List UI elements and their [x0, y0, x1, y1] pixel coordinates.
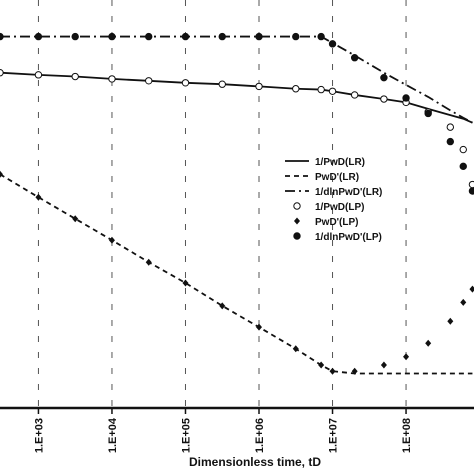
- data-point: [72, 215, 79, 223]
- data-point: [71, 32, 79, 41]
- legend-label: 1/PwD(LR): [315, 157, 365, 168]
- data-point: [380, 73, 388, 82]
- data-point: [468, 180, 474, 189]
- data-point: [145, 32, 153, 41]
- data-point: [108, 32, 116, 41]
- data-point: [255, 82, 263, 91]
- series-line: [0, 173, 473, 375]
- legend-symbol: [294, 217, 300, 225]
- data-point: [108, 236, 115, 244]
- data-point: [351, 367, 358, 375]
- data-point: [292, 85, 300, 93]
- legend-symbol: [293, 202, 301, 210]
- legend-label: PwD'(LR): [315, 172, 359, 183]
- x-tick-label: 1.E+04: [107, 417, 119, 453]
- data-point: [380, 361, 387, 369]
- data-point: [350, 91, 359, 99]
- x-tick-label: 1.E+06: [254, 418, 266, 453]
- data-point: [329, 367, 336, 375]
- data-point: [218, 32, 226, 41]
- x-tick-label: 1.E+05: [180, 418, 192, 453]
- series-line: [0, 71, 473, 124]
- legend-label: 1/dlnPwD'(LR): [315, 187, 382, 198]
- data-point: [218, 80, 226, 88]
- data-point: [145, 258, 152, 266]
- data-point: [181, 32, 190, 41]
- data-point: [425, 339, 432, 347]
- data-point: [108, 75, 116, 83]
- data-point: [403, 353, 410, 361]
- data-point: [34, 71, 43, 79]
- data-point: [318, 361, 325, 369]
- data-point: [317, 85, 325, 94]
- data-point: [459, 145, 467, 154]
- data-point: [181, 79, 190, 87]
- data-point: [317, 32, 325, 41]
- data-point: [292, 32, 300, 41]
- data-point: [328, 40, 337, 48]
- data-point: [255, 32, 263, 41]
- data-point: [380, 95, 388, 103]
- legend-label: 1/dlnPwD'(LP): [315, 232, 382, 243]
- data-point: [182, 279, 189, 287]
- data-point: [0, 32, 4, 41]
- data-point: [446, 137, 455, 146]
- data-point: [328, 87, 337, 95]
- data-point: [0, 170, 3, 178]
- legend-label: 1/PwD(LP): [315, 202, 364, 213]
- x-tick-label: 1.E+03: [33, 418, 45, 453]
- data-point: [460, 298, 467, 306]
- data-point: [447, 317, 454, 325]
- data-point: [402, 94, 410, 102]
- data-point: [350, 54, 359, 62]
- data-point: [468, 187, 474, 195]
- data-point: [145, 77, 153, 85]
- legend-label: PwD'(LP): [315, 217, 359, 228]
- x-tick-label: 1.E+07: [328, 418, 340, 453]
- x-axis-label: Dimensionless time, tD: [189, 455, 321, 469]
- data-point: [256, 323, 263, 331]
- data-point: [219, 302, 226, 310]
- data-point: [424, 109, 432, 118]
- data-point: [34, 32, 43, 41]
- data-point: [469, 285, 474, 293]
- data-point: [459, 162, 467, 171]
- series-line: [0, 35, 473, 124]
- data-point: [35, 193, 42, 201]
- data-point: [446, 123, 455, 131]
- legend-symbol: [293, 232, 301, 240]
- data-point: [0, 69, 4, 77]
- data-point: [292, 345, 299, 353]
- data-point: [71, 72, 79, 81]
- x-tick-label: 1.E+08: [401, 418, 413, 453]
